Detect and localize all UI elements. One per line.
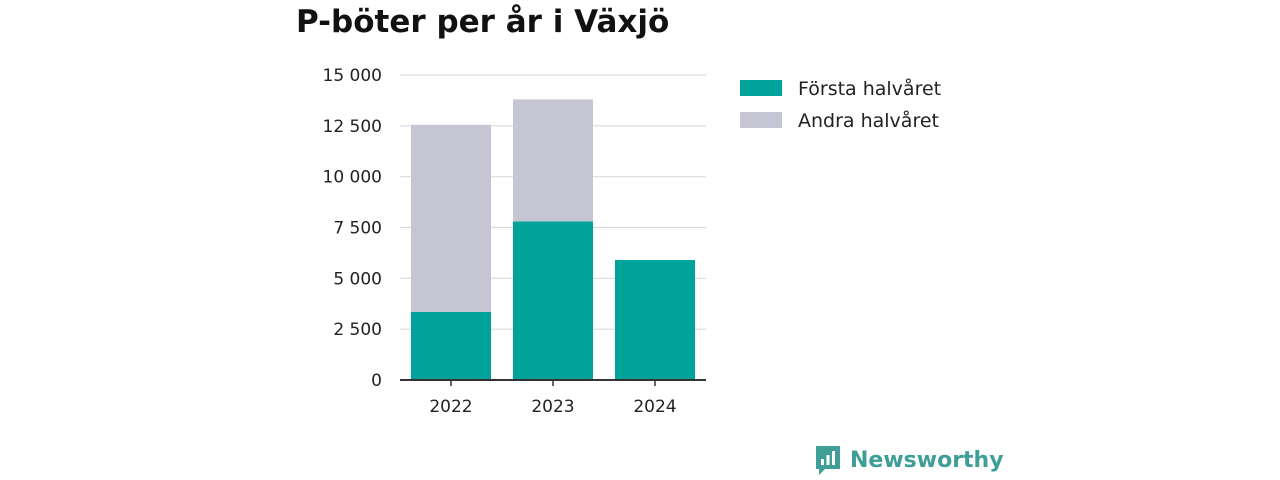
bar-2022-series-1	[411, 124, 491, 312]
legend-swatch	[740, 80, 782, 96]
bars	[411, 99, 695, 380]
y-tick-label: 10 000	[323, 168, 382, 188]
newsworthy-logo-icon	[816, 446, 840, 475]
y-tick-label: 12 500	[323, 117, 382, 137]
legend-label: Andra halvåret	[798, 109, 939, 132]
x-tick-label: 2022	[429, 397, 472, 417]
y-tick-label: 2 500	[333, 320, 382, 340]
brand-logo: Newsworthy	[814, 444, 1004, 476]
axes: 0 2 500 5 000 7 500 10 000 12 500 15 000 2022 20…	[323, 66, 706, 417]
legend: Första halvåret Andra halvåret	[740, 77, 941, 132]
bar-2024-series-0	[615, 260, 695, 380]
y-tick-label: 5 000	[333, 269, 382, 289]
y-tick-label: 0	[371, 371, 382, 391]
bar-2023-series-0	[513, 221, 593, 380]
chart-title: P-böter per år i Växjö	[296, 4, 670, 40]
brand-name: Newsworthy	[850, 447, 1004, 473]
x-tick-label: 2023	[531, 397, 574, 417]
y-tick-label: 7 500	[333, 219, 382, 239]
bar-2023-series-1	[513, 99, 593, 222]
x-tick-label: 2024	[633, 397, 676, 417]
y-tick-label: 15 000	[323, 66, 382, 86]
legend-swatch	[740, 112, 782, 128]
bar-2022-series-0	[411, 311, 491, 380]
legend-label: Första halvåret	[798, 77, 941, 100]
stacked-bar-chart: 0 2 500 5 000 7 500 10 000 12 500 15 000 2022 20…	[323, 66, 942, 417]
